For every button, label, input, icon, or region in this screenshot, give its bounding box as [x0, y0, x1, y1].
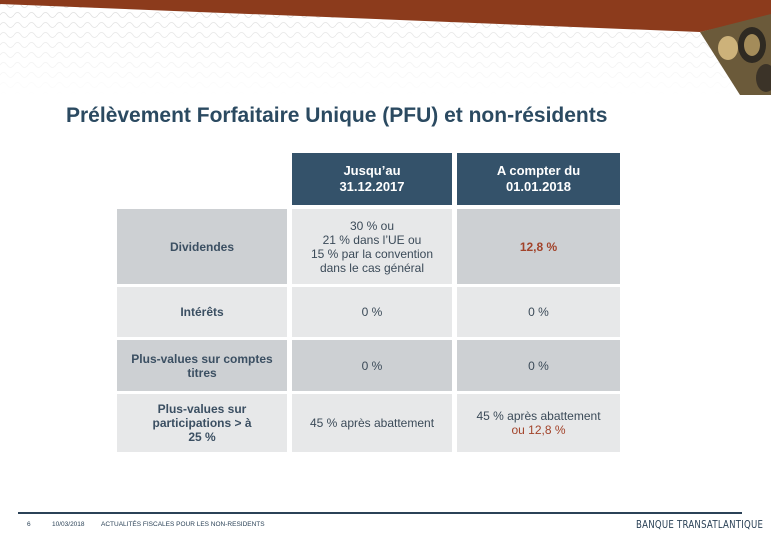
cell-pv-participations-before: 45 % après abattement: [292, 394, 452, 452]
cell-text: 45 % après abattement: [476, 409, 601, 423]
column-header-before-line-1: Jusqu’au: [343, 163, 401, 178]
brand-logo-text: BANQUE TRANSATLANTIQUE: [636, 518, 764, 531]
column-header-after: A compter du 01.01.2018: [457, 153, 620, 205]
row-label-interets: Intérêts: [117, 287, 287, 337]
cell-pv-comptes-titres-after: 0 %: [457, 340, 620, 391]
footer-date: 10/03/2018: [52, 521, 85, 528]
footer-divider: [18, 512, 742, 514]
row-label-plus-values-comptes-titres: Plus-values sur comptes titres: [117, 340, 287, 391]
decorative-header-band: [0, 0, 771, 95]
cell-dividendes-before: 30 % ou 21 % dans l’UE ou 15 % par la co…: [292, 209, 452, 284]
row-label-dividendes: Dividendes: [117, 209, 287, 284]
column-header-before-line-2: 31.12.2017: [339, 179, 405, 194]
column-header-after-line-1: A compter du: [496, 163, 581, 178]
bottle-image: [700, 14, 771, 95]
cell-text: 15 % par la convention: [310, 246, 434, 261]
row-label-plus-values-participations: Plus-values sur participations > à 25 %: [117, 394, 287, 452]
cell-text: 21 % dans l’UE ou: [322, 232, 422, 247]
cell-text: 0 %: [361, 358, 383, 373]
cell-pv-comptes-titres-before: 0 %: [292, 340, 452, 391]
column-header-before: Jusqu’au 31.12.2017: [292, 153, 452, 205]
cell-text: 0 %: [528, 305, 549, 319]
cell-interets-before: 0 %: [292, 287, 452, 337]
footer-section-title: ACTUALITÉS FISCALES POUR LES NON-RESIDEN…: [101, 521, 265, 528]
cell-text: 0 %: [361, 305, 383, 319]
cell-interets-after: 0 %: [457, 287, 620, 337]
cell-text: dans le cas général: [319, 260, 425, 275]
cell-pv-participations-after: 45 % après abattement ou 12,8 %: [457, 394, 620, 452]
cell-text: ou 12,8 %: [511, 423, 566, 437]
footer-page-number: 6: [27, 521, 31, 528]
cell-text: 12,8 %: [519, 239, 558, 254]
cell-dividendes-after: 12,8 %: [457, 209, 620, 284]
cell-text: 0 %: [528, 358, 549, 373]
cell-text: 30 % ou: [349, 218, 395, 233]
page-title: Prélèvement Forfaitaire Unique (PFU) et …: [66, 104, 608, 127]
column-header-after-line-2: 01.01.2018: [505, 179, 572, 194]
cell-text: 45 % après abattement: [309, 416, 435, 430]
